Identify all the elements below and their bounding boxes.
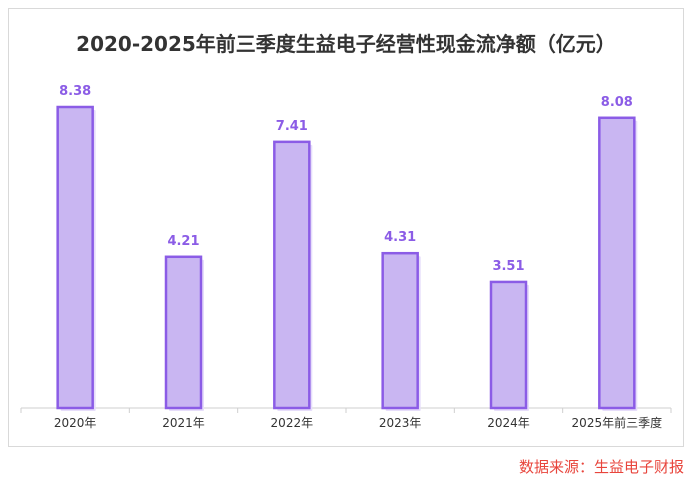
bar <box>489 280 528 410</box>
x-tick-label: 2022年 <box>271 416 314 430</box>
bars <box>56 105 638 411</box>
bar-value-label: 7.41 <box>276 119 308 134</box>
bar-value-label: 3.51 <box>492 259 524 274</box>
bar <box>164 255 203 410</box>
chart-frame <box>8 8 684 447</box>
bar-value-label: 4.21 <box>167 234 199 249</box>
bar <box>598 116 636 410</box>
labels: 8.38 2020年 4.21 2021年 7.41 2022年 4.31 2023年 3.51… <box>54 84 662 430</box>
bar <box>273 140 311 410</box>
x-tick-label: 2020年 <box>54 416 97 430</box>
x-tick-label: 2024年 <box>487 416 530 430</box>
x-axis <box>20 407 672 413</box>
x-tick-label: 2021年 <box>162 416 205 430</box>
source-note: 数据来源：生益电子财报 <box>518 458 684 476</box>
bar-value-label: 8.08 <box>601 95 633 110</box>
bar <box>381 251 419 410</box>
bar-value-label: 8.38 <box>59 84 91 99</box>
x-tick-label: 2025年前三季度 <box>572 415 663 430</box>
x-tick-label: 2023年 <box>379 416 422 430</box>
chart-title: 2020-2025年前三季度生益电子经营性现金流净额（亿元） <box>76 32 616 56</box>
bar-value-label: 4.31 <box>384 230 416 245</box>
bar <box>56 105 94 410</box>
